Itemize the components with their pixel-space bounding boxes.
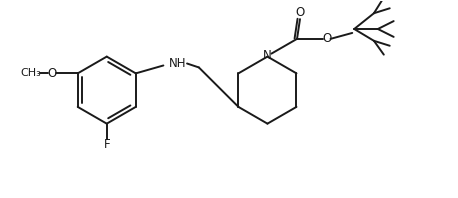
Text: O: O — [48, 67, 57, 80]
Text: CH₃: CH₃ — [20, 68, 41, 78]
Text: N: N — [263, 49, 272, 62]
Text: NH: NH — [169, 57, 186, 70]
Text: O: O — [295, 6, 305, 19]
Text: O: O — [322, 32, 331, 45]
Text: F: F — [104, 138, 110, 151]
